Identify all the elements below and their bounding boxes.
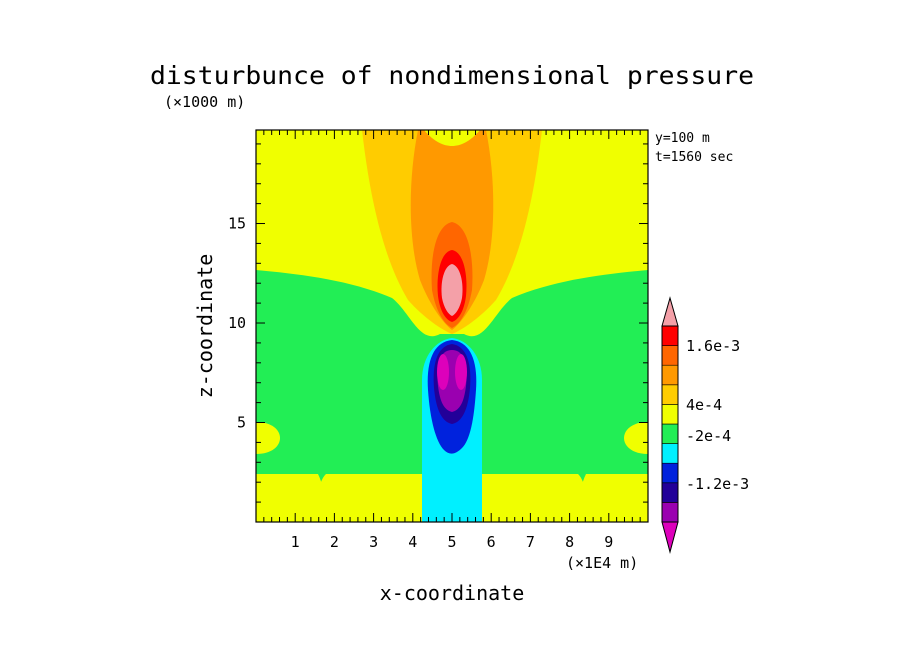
region-pos-5	[441, 264, 463, 316]
x-tick-label: 7	[526, 533, 535, 551]
region-yellow-lower-right	[576, 474, 648, 522]
x-tick-label: 1	[291, 533, 300, 551]
colorbar-band	[661, 443, 679, 464]
x-tick-label: 5	[447, 533, 456, 551]
colorbar: 1.6e-3 4e-4 -2e-4 -1.2e-3	[661, 296, 749, 554]
region-boundary	[435, 334, 469, 341]
colorbar-label: 1.6e-3	[686, 337, 740, 355]
colorbar-arrow-low	[661, 521, 679, 554]
y-tick-label: 15	[228, 215, 246, 233]
colorbar-band	[661, 325, 679, 346]
x-tick-label: 3	[369, 533, 378, 551]
x-tick-label: 9	[604, 533, 613, 551]
region-neg-core-right	[455, 354, 467, 390]
colorbar-arrow-high	[661, 296, 679, 327]
region-yellow-left-lobe	[256, 422, 280, 454]
region-yellow-lower-left	[256, 474, 328, 522]
x-unit-label: (×1E4 m)	[566, 554, 638, 572]
colorbar-band	[661, 423, 679, 444]
annotation-t: t=1560 sec	[655, 150, 733, 165]
colorbar-band	[661, 462, 679, 484]
region-yellow-right-lobe	[624, 422, 648, 454]
colorbar-label: -2e-4	[686, 427, 731, 445]
region-neg-core-left	[437, 354, 449, 390]
x-tick-label: 8	[565, 533, 574, 551]
contour-field	[256, 130, 648, 522]
colorbar-band	[661, 345, 679, 366]
annotation-y: y=100 m	[655, 131, 710, 146]
y-tick-label: 5	[237, 414, 246, 432]
chart-title: disturbunce of nondimensional pressure	[150, 61, 754, 90]
y-axis: 5 10 15	[228, 143, 648, 523]
colorbar-frame	[661, 325, 679, 523]
x-tick-label: 4	[408, 533, 417, 551]
colorbar-band	[661, 502, 679, 523]
colorbar-band	[661, 482, 679, 503]
x-axis-label: x-coordinate	[380, 581, 525, 605]
y-unit-label: (×1000 m)	[164, 93, 245, 111]
x-axis: 1 2 3 4 5 6 7 8 9	[255, 130, 649, 551]
colorbar-band	[661, 404, 679, 425]
x-tick-label: 6	[487, 533, 496, 551]
y-tick-label: 10	[228, 314, 246, 332]
x-tick-label: 2	[330, 533, 339, 551]
colorbar-band	[661, 384, 679, 405]
colorbar-label: 4e-4	[686, 396, 722, 414]
colorbar-band	[661, 364, 679, 386]
y-axis-label: z-coordinate	[193, 254, 217, 399]
colorbar-label: -1.2e-3	[686, 475, 749, 493]
